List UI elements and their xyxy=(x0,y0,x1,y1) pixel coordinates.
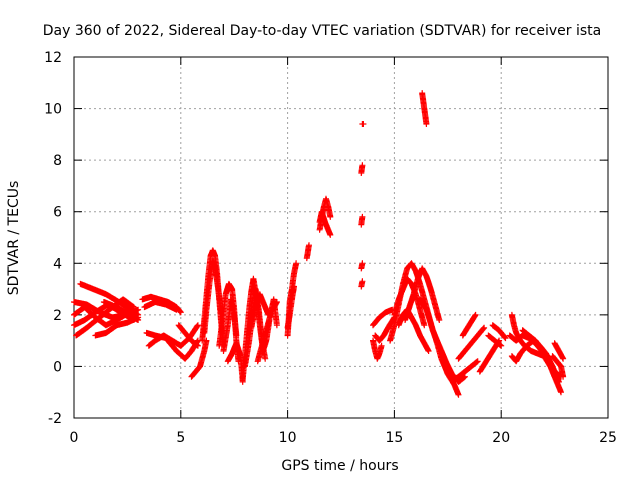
y-tick-label: 0 xyxy=(53,359,62,375)
data-point-track xyxy=(358,278,366,290)
x-tick-label: 25 xyxy=(599,430,617,446)
data-points xyxy=(71,90,567,398)
data-point-track xyxy=(370,306,396,329)
grid xyxy=(74,57,608,418)
y-tick-label: 10 xyxy=(44,102,62,118)
data-point-track xyxy=(141,299,180,313)
data-point-track xyxy=(220,296,240,354)
data-point-track xyxy=(519,327,552,362)
y-axis-label: SDTVAR / TECUs xyxy=(6,181,22,296)
data-point-track xyxy=(303,242,312,262)
y-tick-label: 4 xyxy=(53,256,62,272)
x-axis-label: GPS time / hours xyxy=(281,458,398,474)
data-point-track xyxy=(254,296,280,365)
data-point-track xyxy=(316,208,334,238)
data-point-track xyxy=(508,311,564,396)
data-point-track xyxy=(549,353,567,380)
data-point-track xyxy=(143,329,201,362)
data-point-track xyxy=(489,322,509,342)
chart-title: Day 360 of 2022, Sidereal Day-to-day VTE… xyxy=(43,23,601,39)
data-point-track xyxy=(77,280,142,318)
y-tick-labels: -2 0 2 4 6 8 10 12 xyxy=(44,50,62,427)
y-tick-label: 12 xyxy=(44,50,62,66)
y-tick-label: 6 xyxy=(53,205,62,221)
data-point-track xyxy=(370,337,385,362)
data-point-track xyxy=(455,324,488,362)
data-point-track xyxy=(438,348,481,383)
x-tick-label: 10 xyxy=(279,430,297,446)
data-point-track xyxy=(188,337,210,380)
x-tick-label: 20 xyxy=(492,430,510,446)
data-point-track xyxy=(284,283,297,331)
data-point-track xyxy=(359,121,367,127)
data-point-track xyxy=(402,265,443,323)
axis-ticks xyxy=(73,56,609,419)
data-point-track xyxy=(459,311,479,339)
y-tick-label: 8 xyxy=(53,153,62,169)
y-tick-label: 2 xyxy=(53,308,62,324)
y-tick-label: -2 xyxy=(48,411,62,427)
x-tick-label: 5 xyxy=(176,430,185,446)
x-tick-label: 15 xyxy=(385,430,403,446)
data-point-track xyxy=(419,90,430,127)
data-point-track xyxy=(358,162,366,176)
data-point-track xyxy=(485,332,505,349)
data-point-track xyxy=(358,260,366,272)
data-point-track xyxy=(175,322,201,349)
plot-frame xyxy=(73,56,609,419)
x-tick-label: 0 xyxy=(70,430,79,446)
x-tick-labels: 0 5 10 15 20 25 xyxy=(70,430,617,446)
data-point-track xyxy=(551,340,567,362)
data-point-track xyxy=(100,299,142,323)
data-point-track xyxy=(358,213,366,228)
data-point-track xyxy=(201,257,225,336)
